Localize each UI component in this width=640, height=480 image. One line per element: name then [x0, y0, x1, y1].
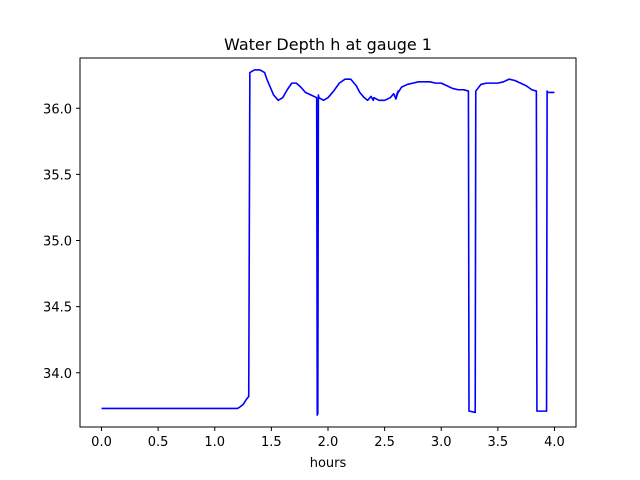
x-tick-label: 1.5 [261, 435, 282, 450]
y-tick-label: 35.5 [43, 168, 72, 183]
y-tick-label: 34.5 [43, 301, 72, 316]
x-tick-label: 2.5 [374, 435, 395, 450]
y-tick-label: 35.0 [43, 235, 72, 250]
x-axis-label: hours [310, 456, 347, 471]
x-tick-label: 1.0 [204, 435, 225, 450]
x-tick-label: 3.0 [431, 435, 452, 450]
chart-title: Water Depth h at gauge 1 [224, 35, 432, 54]
series-line-0 [101, 69, 555, 416]
plot-area: 0.0 0.5 1.0 1.5 2.0 2.5 3.0 3.5 4.0 34.0 34.5 35.0 3… [43, 57, 577, 450]
y-tick-label: 34.0 [43, 367, 72, 382]
x-tick-label: 0.5 [148, 435, 169, 450]
x-tick-label: 3.5 [488, 435, 509, 450]
x-tick-label: 0.0 [91, 435, 112, 450]
y-tick-label: 36.0 [43, 102, 72, 117]
x-tick-label: 4.0 [544, 435, 565, 450]
x-tick-label: 2.0 [318, 435, 339, 450]
